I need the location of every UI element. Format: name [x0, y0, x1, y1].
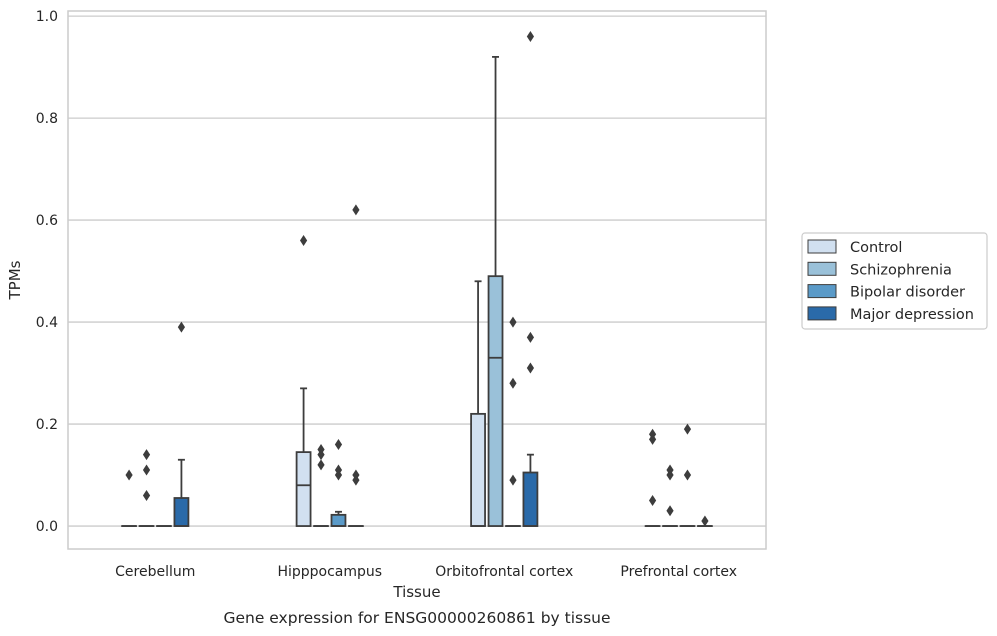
y-tick-labels: 0.0 0.2 0.4 0.6 0.8 1.0: [36, 9, 58, 535]
legend-frame: [801, 232, 988, 330]
outlier-point: [299, 234, 308, 246]
box-body: [522, 471, 539, 527]
outlier-point: [125, 469, 133, 481]
outlier-point: [701, 515, 709, 527]
outlier-point: [526, 30, 535, 42]
box-schizophrenia: [487, 55, 504, 527]
legend-swatch: [807, 306, 837, 321]
box-control: [121, 469, 137, 527]
chart-caption: Gene expression for ENSG00000260861 by t…: [223, 609, 610, 627]
outlier-point: [526, 362, 535, 374]
outlier-point: [648, 428, 657, 440]
legend-label: Major depression: [850, 307, 974, 323]
legend-label: Schizophrenia: [850, 262, 952, 278]
box-major-depression: [348, 204, 364, 527]
box-bipolar-disorder: [679, 423, 696, 527]
box-control: [295, 234, 312, 527]
outlier-point: [648, 495, 657, 507]
box-control: [470, 280, 486, 527]
y-tick-label: 0.2: [36, 417, 58, 433]
outlier-point: [317, 444, 325, 456]
outlier-point: [142, 449, 151, 461]
y-tick-label: 1.0: [36, 9, 58, 25]
x-tick-labels: Cerebellum Hipppocampus Orbitofrontal cort…: [115, 564, 737, 580]
box-body: [487, 275, 504, 527]
legend-label: Control: [850, 240, 902, 256]
box-major-depression: [173, 321, 190, 527]
outlier-point: [352, 204, 360, 216]
outlier-point: [352, 469, 360, 481]
legend-swatch: [807, 261, 837, 276]
outlier-point: [666, 464, 674, 476]
box-bipolar-disorder: [330, 438, 347, 527]
outlier-point: [177, 321, 186, 333]
box-schizophrenia: [313, 444, 329, 527]
y-tick-label: 0.8: [36, 111, 58, 127]
x-tick-label: Orbitofrontal cortex: [435, 564, 573, 580]
box-major-depression: [697, 515, 713, 527]
outlier-point: [334, 464, 343, 476]
outlier-point: [526, 331, 535, 343]
y-axis-title: TPMs: [6, 260, 24, 300]
outlier-point: [509, 474, 517, 486]
x-axis-title: Tissue: [392, 583, 440, 601]
box-schizophrenia: [662, 464, 678, 527]
outlier-point: [317, 459, 325, 471]
box-body: [470, 412, 486, 527]
box-body: [295, 451, 312, 527]
outlier-point: [509, 316, 517, 328]
box-bipolar-disorder: [505, 316, 521, 527]
legend-label: Bipolar disorder: [850, 285, 965, 301]
x-tick-label: Prefrontal cortex: [620, 564, 737, 580]
legend-swatch: [807, 239, 837, 254]
outlier-point: [509, 377, 517, 389]
outlier-point: [142, 489, 151, 501]
y-tick-label: 0.6: [36, 213, 58, 229]
box-schizophrenia: [138, 449, 155, 527]
x-tick-label: Hipppocampus: [277, 564, 382, 580]
legend-swatch: [807, 284, 837, 299]
legend: Control Schizophrenia Bipolar disorder Majo…: [801, 232, 988, 330]
outlier-point: [683, 423, 692, 435]
box-major-depression: [522, 30, 539, 527]
y-tick-label: 0.4: [36, 315, 58, 331]
x-tick-label: Cerebellum: [115, 564, 195, 580]
outlier-point: [666, 505, 674, 517]
outlier-point: [683, 469, 692, 481]
grid-lines: [68, 15, 766, 527]
box-body: [330, 513, 347, 527]
outlier-point: [334, 438, 343, 450]
y-tick-label: 0.0: [36, 519, 58, 535]
box-body: [173, 497, 190, 527]
box-control: [644, 428, 661, 527]
box-plot-marks: [121, 30, 713, 527]
outlier-point: [142, 464, 151, 476]
plot-frame: [67, 10, 767, 550]
